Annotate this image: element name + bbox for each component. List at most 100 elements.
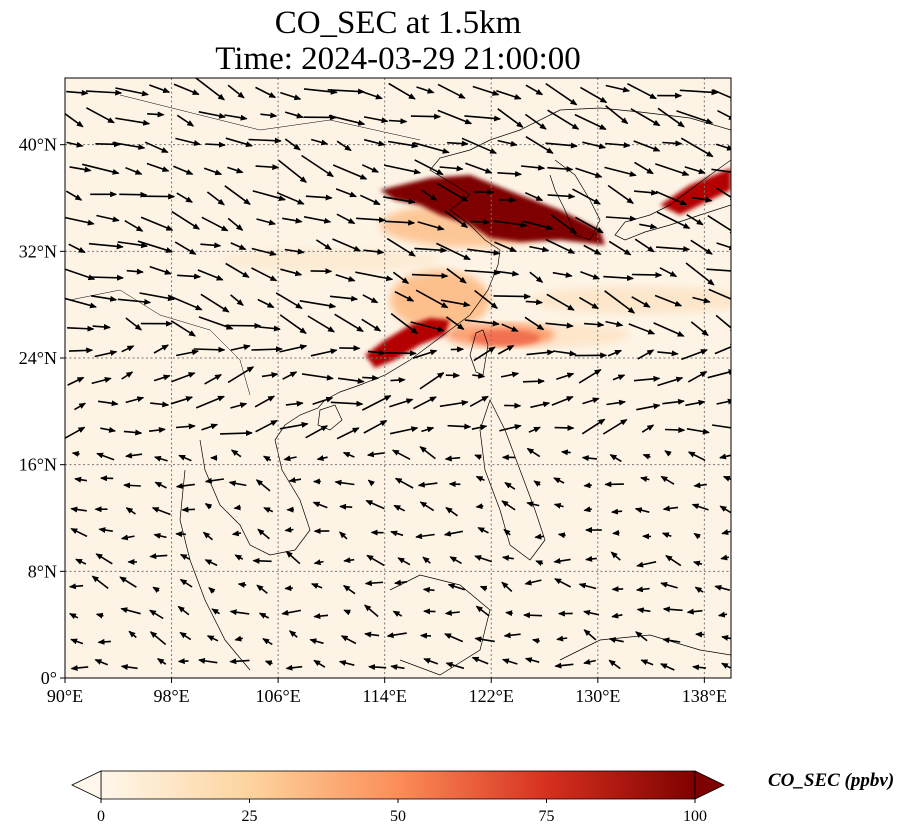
wind-arrow: [230, 344, 251, 351]
wind-arrow: [685, 399, 706, 407]
latitude-tick-labels: 0° 8°N 16°N 24°N 32°N 40°N: [19, 135, 57, 688]
wind-arrow: [153, 532, 167, 539]
wind-arrow: [662, 398, 685, 405]
coastline-korea: [549, 159, 601, 241]
wind-arrow: [553, 477, 565, 484]
wind-arrow: [444, 455, 461, 462]
wind-arrow: [716, 242, 731, 251]
wind-arrow: [355, 271, 394, 282]
wind-arrow: [100, 426, 117, 433]
wind-arrow: [525, 299, 544, 306]
wind-arrow: [126, 268, 144, 275]
wind-arrow: [605, 320, 624, 328]
wind-arrow: [204, 374, 222, 385]
wind-arrow: [206, 635, 219, 642]
wind-arrow: [153, 374, 171, 382]
lon-tick-label: 130°E: [575, 686, 620, 706]
coastline-indochina: [199, 424, 311, 556]
wind-arrow: [575, 167, 603, 178]
wind-arrow: [330, 400, 364, 407]
wind-arrow: [445, 316, 465, 330]
wind-arrow: [363, 419, 388, 434]
wind-arrow: [198, 657, 218, 664]
wind-arrow: [120, 607, 141, 615]
wind-arrow: [67, 376, 85, 386]
wind-arrow: [526, 447, 541, 458]
wind-arrow: [176, 192, 193, 203]
wind-arrow: [531, 638, 540, 644]
wind-arrow: [686, 214, 704, 226]
wind-arrow: [708, 288, 731, 300]
wind-arrow: [449, 556, 462, 565]
wind-arrow: [525, 84, 544, 96]
wind-arrow: [653, 322, 685, 337]
wind-arrow: [91, 575, 109, 590]
wind-arrow: [550, 213, 578, 235]
wind-arrow: [230, 294, 244, 306]
wind-arrow: [578, 582, 597, 590]
wind-arrow: [276, 191, 305, 205]
wind-arrow: [497, 170, 523, 177]
wind-arrow: [361, 318, 382, 332]
wind-arrow: [545, 82, 578, 106]
wind-arrow: [386, 632, 407, 639]
wind-arrow: [342, 451, 355, 458]
wind-arrow: [500, 371, 520, 378]
wind-arrow: [583, 506, 592, 513]
wind-arrow: [610, 551, 621, 561]
wind-arrow: [336, 140, 352, 152]
wind-arrow: [437, 83, 466, 99]
wind-arrow: [69, 166, 92, 173]
plume-high-japan: [660, 168, 731, 215]
wind-arrow: [687, 371, 708, 383]
wind-arrow: [179, 631, 192, 641]
wind-arrow: [602, 418, 628, 435]
wind-arrow: [339, 503, 353, 510]
lon-tick-label: 138°E: [682, 686, 727, 706]
wind-arrow: [229, 658, 250, 665]
colorbar-tick-label: 25: [242, 808, 258, 825]
wind-arrow: [662, 140, 683, 147]
wind-arrow: [387, 140, 419, 149]
wind-arrow: [421, 426, 435, 433]
wind-arrow: [529, 245, 550, 253]
wind-arrow: [720, 554, 730, 561]
wind-arrow: [605, 84, 631, 93]
wind-arrow: [303, 216, 332, 224]
wind-arrow: [153, 344, 169, 354]
wind-arrow: [447, 423, 472, 430]
wind-arrow: [220, 430, 253, 437]
wind-arrow: [535, 560, 544, 566]
wind-arrow: [444, 633, 464, 643]
wind-arrow: [94, 350, 118, 358]
lon-tick-label: 114°E: [362, 686, 407, 706]
wind-arrow: [254, 395, 276, 408]
wind-arrow: [655, 190, 688, 206]
wind-arrow: [553, 558, 571, 564]
wind-arrow: [362, 374, 380, 381]
wind-arrow: [128, 630, 137, 639]
wind-arrow: [581, 418, 606, 435]
wind-arrow: [152, 586, 160, 594]
wind-arrow: [334, 479, 355, 486]
wind-arrow: [260, 112, 278, 119]
wind-arrow: [303, 88, 338, 95]
wind-arrow: [640, 659, 654, 666]
wind-arrow: [655, 163, 690, 176]
wind-arrow: [611, 612, 623, 619]
wind-arrow: [95, 612, 104, 619]
wind-arrow: [343, 609, 351, 616]
wind-arrow: [178, 454, 192, 462]
wind-arrow: [92, 323, 111, 330]
wind-arrow: [657, 350, 679, 357]
wind-arrow: [147, 111, 165, 118]
wind-arrow: [556, 372, 575, 381]
wind-arrow: [313, 659, 326, 668]
colorbar-label: CO_SEC (ppbv): [768, 770, 895, 791]
wind-arrow: [662, 606, 683, 613]
wind-arrow: [67, 325, 95, 332]
wind-arrow: [234, 635, 243, 642]
wind-arrow: [121, 345, 135, 353]
wind-arrow: [524, 113, 547, 130]
wind-arrow: [721, 634, 731, 641]
